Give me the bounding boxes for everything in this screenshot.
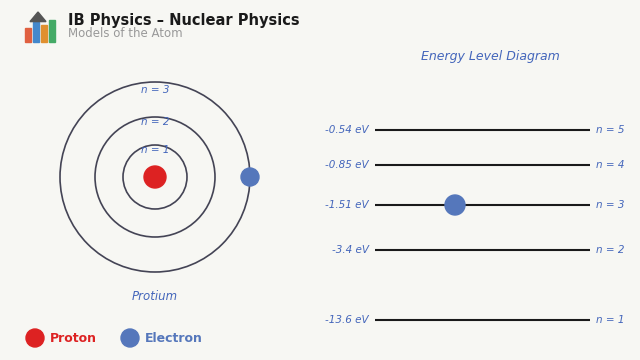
Text: -13.6 eV: -13.6 eV [325, 315, 369, 325]
Text: n = 3: n = 3 [141, 85, 169, 95]
Text: n = 4: n = 4 [596, 160, 625, 170]
Polygon shape [30, 12, 46, 22]
Text: n = 2: n = 2 [141, 117, 169, 127]
Text: n = 2: n = 2 [596, 245, 625, 255]
Text: -3.4 eV: -3.4 eV [332, 245, 369, 255]
Bar [25, 28, 31, 42]
Text: Electron: Electron [145, 332, 203, 345]
Text: -0.85 eV: -0.85 eV [325, 160, 369, 170]
Text: IB Physics – Nuclear Physics: IB Physics – Nuclear Physics [68, 13, 300, 28]
Circle shape [445, 195, 465, 215]
Text: n = 3: n = 3 [596, 200, 625, 210]
Bar [49, 20, 55, 42]
Bar [41, 25, 47, 42]
Bar [33, 22, 39, 42]
Text: n = 1: n = 1 [596, 315, 625, 325]
Circle shape [241, 168, 259, 186]
Text: Proton: Proton [50, 332, 97, 345]
Circle shape [121, 329, 139, 347]
Text: Protium: Protium [132, 290, 178, 303]
Text: Energy Level Diagram: Energy Level Diagram [420, 50, 559, 63]
Text: n = 5: n = 5 [596, 125, 625, 135]
Text: Models of the Atom: Models of the Atom [68, 27, 182, 40]
Circle shape [26, 329, 44, 347]
Text: n = 1: n = 1 [141, 145, 169, 155]
Text: -0.54 eV: -0.54 eV [325, 125, 369, 135]
Circle shape [144, 166, 166, 188]
Text: -1.51 eV: -1.51 eV [325, 200, 369, 210]
